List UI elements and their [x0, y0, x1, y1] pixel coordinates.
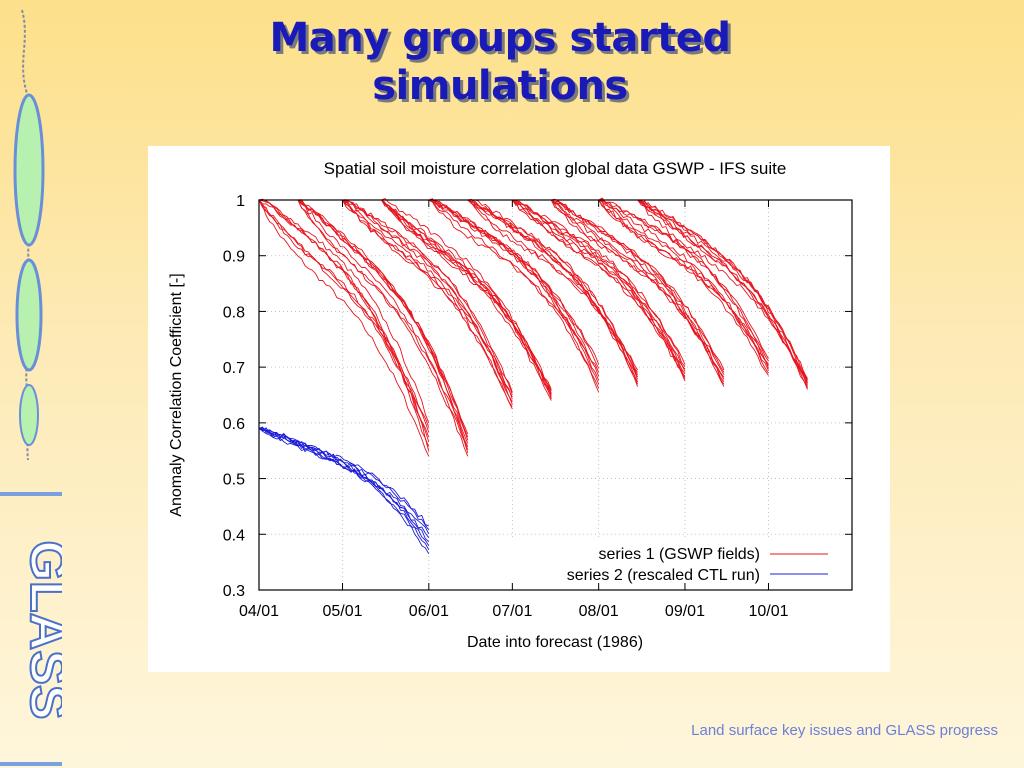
series-2-line — [258, 427, 430, 539]
glass-logo-sidebar: GLASS — [0, 9, 62, 766]
series-1-line — [512, 199, 686, 382]
series-1-line — [258, 199, 430, 457]
y-tick-label: 0.5 — [223, 472, 245, 489]
chart-axes: 0.3 0.4 0.5 0.6 0.7 0.8 0.9 1 04/01 05/01 06/01 07/… — [223, 193, 852, 620]
series-1-line — [637, 199, 808, 387]
legend-background — [503, 538, 848, 586]
series-1-line — [428, 199, 600, 373]
series-2-line — [258, 427, 430, 555]
series-1-line — [551, 199, 725, 383]
y-tick-label: 0.8 — [223, 304, 245, 321]
series-1-line — [342, 199, 513, 393]
series-2-line — [258, 427, 430, 531]
series-1-line — [467, 199, 639, 380]
series-1-line — [381, 199, 552, 396]
series-1-line — [598, 199, 769, 369]
series-2-line — [258, 426, 430, 543]
series-1-line — [381, 199, 552, 401]
series-2-line — [258, 428, 430, 535]
series-1-line — [342, 199, 513, 400]
series-1-line — [342, 199, 513, 407]
y-tick-label: 1 — [236, 193, 245, 210]
series-2-line — [258, 428, 430, 547]
footer-text: Land surface key issues and GLASS progre… — [691, 722, 998, 739]
slide-title: Many groups started simulations — [200, 14, 800, 110]
y-tick-label: 0.3 — [223, 583, 245, 600]
x-tick-label: 05/01 — [322, 603, 362, 620]
chart-panel: Spatial soil moisture correlation global… — [148, 146, 890, 672]
series-1-line — [511, 199, 686, 370]
chart-legend: series 1 (GSWP fields) series 2 (rescale… — [503, 538, 848, 586]
series-1-line — [258, 199, 430, 433]
series-1-line — [428, 199, 600, 365]
series-1-line — [598, 199, 769, 364]
x-tick-label: 10/01 — [748, 603, 788, 620]
series-1-line — [342, 199, 513, 395]
x-tick-label: 07/01 — [492, 603, 532, 620]
series-2-line — [258, 427, 430, 551]
series-1-line — [342, 199, 513, 403]
series-1-line — [381, 199, 552, 393]
x-tick-label: 06/01 — [409, 603, 449, 620]
series-1-line — [297, 199, 469, 457]
legend-label-series-1: series 1 (GSWP fields) — [598, 546, 760, 563]
x-tick-label: 09/01 — [665, 603, 705, 620]
series-1-line — [258, 198, 430, 447]
series-1-line — [258, 198, 430, 443]
series-1-line — [637, 199, 808, 384]
series-1-line — [598, 198, 769, 367]
series-1-line — [428, 199, 600, 377]
series-1-line — [258, 199, 430, 424]
series-1-line — [512, 199, 686, 375]
series-1-line — [637, 199, 808, 381]
series-1-line — [637, 199, 808, 390]
chart-series-layer — [258, 197, 808, 555]
series-1-line — [467, 199, 639, 383]
slide-title-line-1: Many groups started — [269, 15, 732, 61]
series-1-line — [297, 199, 469, 454]
slide-title-line-2: simulations — [372, 63, 628, 109]
series-1-line — [551, 198, 725, 373]
plot-frame — [258, 199, 853, 591]
series-1-line — [467, 199, 638, 375]
series-1-line — [342, 199, 513, 405]
series-1-line — [550, 199, 725, 378]
x-tick-label: 08/01 — [579, 603, 619, 620]
x-axis-label: Date into forecast (1986) — [467, 634, 643, 651]
series-1-line — [511, 199, 686, 365]
series-1-line — [550, 199, 725, 375]
series-1-line — [297, 199, 469, 444]
series-1-line — [428, 199, 600, 369]
chart-grid — [259, 200, 852, 590]
series-1-line — [467, 199, 638, 371]
side-logo-text: GLASS — [19, 540, 62, 719]
y-tick-label: 0.6 — [223, 416, 245, 433]
series-1-line — [598, 199, 769, 374]
series-1-line — [598, 197, 769, 360]
series-1-line — [428, 199, 600, 389]
soil-moisture-correlation-chart: Spatial soil moisture correlation global… — [168, 159, 853, 651]
y-tick-label: 0.4 — [223, 527, 245, 544]
series-1-line — [297, 199, 469, 435]
series-1-line — [637, 199, 808, 379]
legend-label-series-2: series 2 (rescaled CTL run) — [567, 567, 760, 584]
series-1-line — [467, 199, 638, 373]
x-tick-label: 04/01 — [239, 603, 279, 620]
y-tick-label: 0.9 — [223, 249, 245, 266]
series-1-line — [258, 199, 430, 428]
y-tick-label: 0.7 — [223, 360, 245, 377]
series-2-line — [258, 427, 429, 527]
series-1-line — [381, 199, 552, 390]
series-1-line — [381, 199, 552, 395]
series-1-line — [551, 199, 725, 371]
chart-title: Spatial soil moisture correlation global… — [324, 159, 787, 178]
y-axis-label: Anomaly Correlation Coefficient [-] — [168, 273, 185, 516]
series-1-line — [637, 199, 808, 388]
series-1-line — [637, 199, 808, 385]
series-1-line — [297, 199, 469, 447]
